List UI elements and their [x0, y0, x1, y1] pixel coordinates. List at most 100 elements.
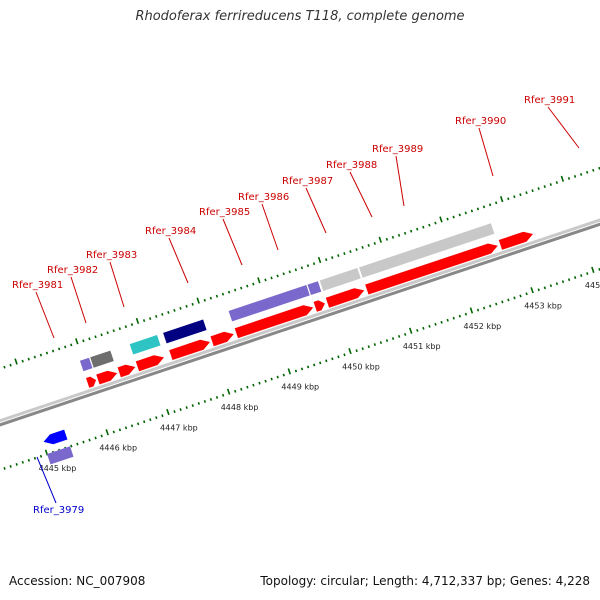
gene-label: Rfer_3991	[524, 95, 575, 106]
upper-tick-mark	[240, 286, 243, 290]
lower-tick-mark	[197, 402, 200, 405]
genome-backbone	[0, 218, 600, 427]
forward-cds-arrow	[95, 370, 119, 386]
lower-tick-mark	[530, 287, 534, 294]
label-leader-line	[261, 203, 279, 251]
lower-tick-mark	[537, 288, 540, 292]
lower-tick-mark	[39, 454, 43, 458]
gene-label: Rfer_3988	[326, 160, 377, 171]
lower-tick-mark	[306, 365, 310, 369]
lower-tick-mark	[355, 349, 358, 353]
gene-label: Rfer_3981	[12, 280, 63, 291]
kbp-tick-label: 4450 kbp	[342, 362, 380, 371]
lower-tick-mark	[166, 408, 170, 416]
upper-tick-mark	[349, 250, 352, 253]
upper-tick-mark	[209, 296, 213, 300]
upper-tick-mark	[476, 207, 480, 211]
upper-tick-mark	[391, 235, 395, 239]
lower-tick-mark	[385, 339, 389, 342]
upper-tick-mark	[64, 345, 67, 349]
gene-label: Rfer_3986	[238, 192, 289, 203]
label-leader-line	[168, 237, 189, 284]
lower-tick-mark	[264, 379, 267, 383]
map-title: Rhodoferax ferrireducens T118, complete …	[135, 9, 465, 24]
upper-tick-mark	[215, 294, 219, 298]
backbone-line	[0, 218, 600, 423]
lower-tick-mark	[94, 436, 97, 440]
gene-label: Rfer_3990	[455, 116, 506, 127]
cog-band	[359, 223, 495, 278]
upper-tick-mark	[221, 292, 225, 296]
lower-tick-mark	[226, 388, 231, 395]
kbp-tick-label: 4445 kbp	[39, 464, 77, 473]
lower-tick-mark	[519, 294, 522, 298]
kbp-scale-labels: 4445 kbp 4446 kbp 4447 kbp 4448 kbp 4449 kbp…	[39, 281, 600, 473]
gene-label: Rfer_3985	[199, 207, 250, 218]
accession-text: Accession: NC_007908	[9, 574, 146, 588]
forward-cds-arrow	[85, 375, 97, 389]
upper-tick-mark	[452, 215, 455, 219]
upper-tick-mark	[233, 288, 237, 292]
upper-tick-mark	[464, 211, 467, 215]
lower-tick-mark	[209, 397, 213, 401]
lower-tick-mark	[574, 276, 577, 280]
upper-tick-mark	[88, 337, 91, 341]
lower-tick-mark	[591, 266, 595, 273]
upper-tick-mark	[130, 323, 134, 327]
lower-tick-mark	[21, 460, 24, 464]
upper-tick-mark	[155, 315, 158, 318]
upper-tick-mark	[519, 193, 522, 197]
lower-tick-mark	[105, 429, 109, 436]
upper-tick-mark	[51, 349, 55, 353]
lower-tick-mark	[495, 302, 498, 306]
upper-tick-mark	[567, 177, 571, 180]
forward-cds-arrow	[498, 231, 535, 251]
label-leader-line	[547, 106, 580, 149]
upper-tick-mark	[270, 276, 273, 280]
lower-tick-mark	[489, 304, 492, 308]
lower-tick-mark	[276, 375, 279, 379]
lower-tick-mark	[27, 458, 31, 462]
lower-tick-mark	[130, 424, 134, 428]
label-leader-line	[478, 127, 494, 177]
lower-tick-mark	[561, 280, 565, 284]
cog-band	[79, 357, 93, 372]
lower-tick-mark	[3, 466, 6, 470]
upper-tick-mark	[75, 338, 79, 345]
upper-tick-mark	[21, 359, 24, 363]
lower-tick-mark	[348, 347, 352, 355]
upper-tick-mark	[331, 256, 334, 260]
lower-tick-mark	[44, 449, 49, 456]
upper-tick-mark	[573, 174, 577, 178]
forward-cds-arrow	[209, 331, 235, 347]
lower-tick-mark	[82, 440, 85, 444]
label-leader-line	[349, 171, 373, 218]
lower-tick-ring	[3, 266, 600, 470]
upper-tick-mark	[355, 248, 358, 251]
lower-tick-mark	[331, 357, 334, 361]
lower-tick-mark	[482, 306, 486, 310]
kbp-tick-label: 4448 kbp	[221, 403, 259, 412]
lower-tick-mark	[33, 456, 37, 460]
kbp-tick-label: 4453 kbp	[524, 301, 562, 310]
label-leader-line	[222, 218, 243, 266]
upper-tick-mark	[416, 227, 419, 231]
upper-tick-mark	[428, 223, 431, 227]
lower-tick-mark	[246, 385, 249, 389]
upper-tick-mark	[439, 216, 443, 223]
forward-cds-arrow	[135, 354, 166, 372]
upper-tick-mark	[325, 258, 328, 262]
lower-tick-mark	[191, 404, 194, 407]
gene-label: Rfer_3982	[47, 265, 98, 276]
upper-tick-mark	[499, 196, 504, 203]
lower-tick-mark	[513, 296, 516, 300]
gene-labels: Rfer_3981Rfer_3982Rfer_3983Rfer_3984Rfer…	[12, 95, 580, 516]
lower-tick-mark	[337, 355, 340, 359]
lower-tick-mark	[440, 320, 443, 324]
lower-tick-mark	[143, 420, 146, 424]
lower-tick-mark	[361, 347, 364, 351]
upper-tick-mark	[446, 217, 449, 221]
lower-tick-mark	[428, 324, 431, 328]
lower-tick-mark	[476, 308, 480, 312]
lower-tick-mark	[15, 462, 18, 466]
